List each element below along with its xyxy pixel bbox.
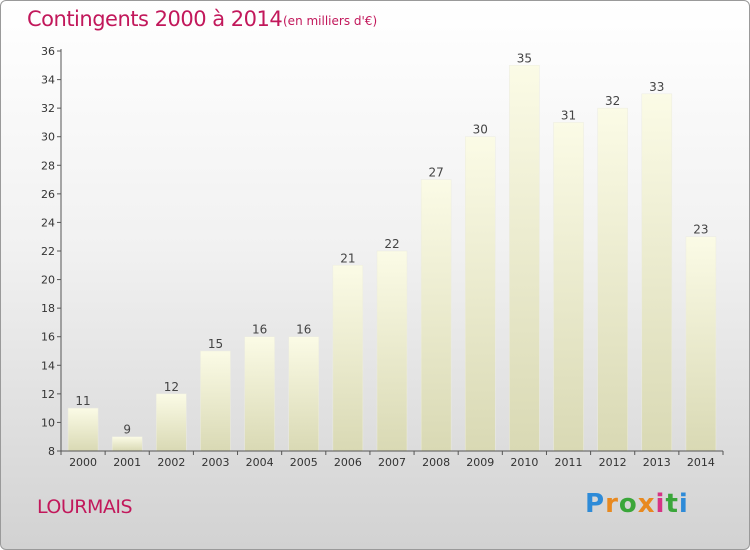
bar <box>465 136 496 452</box>
y-tick-label: 12 <box>41 388 55 401</box>
bar-value-label: 22 <box>384 237 399 251</box>
bar <box>509 65 540 452</box>
commune-name: LOURMAIS <box>37 496 133 518</box>
x-tick-label: 2001 <box>113 456 141 469</box>
x-tick-label: 2010 <box>510 456 538 469</box>
brand-letter: P <box>585 489 606 519</box>
y-tick-label: 32 <box>41 102 55 115</box>
x-tick-label: 2007 <box>378 456 406 469</box>
bar <box>200 350 231 452</box>
bar <box>332 265 364 452</box>
y-tick-label: 16 <box>41 331 55 344</box>
bar-value-label: 31 <box>561 108 576 122</box>
bar <box>156 393 187 452</box>
bar <box>641 93 673 452</box>
bar-value-label: 35 <box>517 51 532 65</box>
x-tick-label: 2014 <box>687 456 715 469</box>
brand-letter: r <box>605 489 619 519</box>
bar <box>597 107 628 452</box>
bar-value-label: 11 <box>75 394 90 408</box>
y-tick-label: 24 <box>41 216 55 229</box>
y-tick-label: 8 <box>48 445 55 458</box>
chart-title: Contingents 2000 à 2014 <box>27 7 283 31</box>
y-tick-label: 34 <box>41 74 55 87</box>
bar-value-label: 15 <box>208 337 223 351</box>
bar <box>685 236 717 452</box>
brand-letter: i <box>655 489 666 519</box>
x-tick-label: 2004 <box>246 456 274 469</box>
x-tick-label: 2008 <box>422 456 450 469</box>
y-tick-label: 10 <box>41 416 55 429</box>
bar-value-label: 32 <box>605 94 620 108</box>
bar <box>67 407 99 452</box>
bar <box>244 336 275 452</box>
bar-value-label: 16 <box>296 323 311 337</box>
y-tick-label: 28 <box>41 159 55 172</box>
brand-letter: t <box>665 489 679 519</box>
y-tick-label: 22 <box>41 245 55 258</box>
bar <box>376 250 408 452</box>
x-tick-label: 2011 <box>555 456 583 469</box>
bar-value-label: 12 <box>164 380 179 394</box>
brand-letter: x <box>637 489 656 519</box>
y-tick-label: 30 <box>41 131 55 144</box>
x-tick-label: 2006 <box>334 456 362 469</box>
x-tick-label: 2002 <box>157 456 185 469</box>
bar-value-label: 9 <box>123 423 131 437</box>
x-tick-label: 2009 <box>466 456 494 469</box>
x-tick-label: 2005 <box>290 456 318 469</box>
x-tick-label: 2012 <box>599 456 627 469</box>
bar-value-label: 33 <box>649 80 664 94</box>
x-tick-label: 2000 <box>69 456 97 469</box>
bar-value-label: 30 <box>473 123 488 137</box>
bar <box>288 336 319 452</box>
bar-value-label: 27 <box>428 166 443 180</box>
brand-letter: o <box>618 489 638 519</box>
y-tick-label: 36 <box>41 45 55 58</box>
y-tick-label: 20 <box>41 274 55 287</box>
x-tick-label: 2003 <box>201 456 229 469</box>
brand-letter: i <box>678 489 689 519</box>
bar <box>553 122 584 452</box>
bar-value-label: 16 <box>252 323 267 337</box>
bar-value-label: 21 <box>340 251 355 265</box>
y-tick-label: 26 <box>41 188 55 201</box>
y-tick-label: 14 <box>41 359 55 372</box>
x-tick-label: 2013 <box>643 456 671 469</box>
bar <box>420 179 452 452</box>
chart-subtitle: (en milliers d'€) <box>283 14 378 28</box>
bar <box>111 436 143 452</box>
bar-value-label: 23 <box>693 223 708 237</box>
brand-logo: Proxiti <box>585 489 689 519</box>
y-tick-label: 18 <box>41 302 55 315</box>
